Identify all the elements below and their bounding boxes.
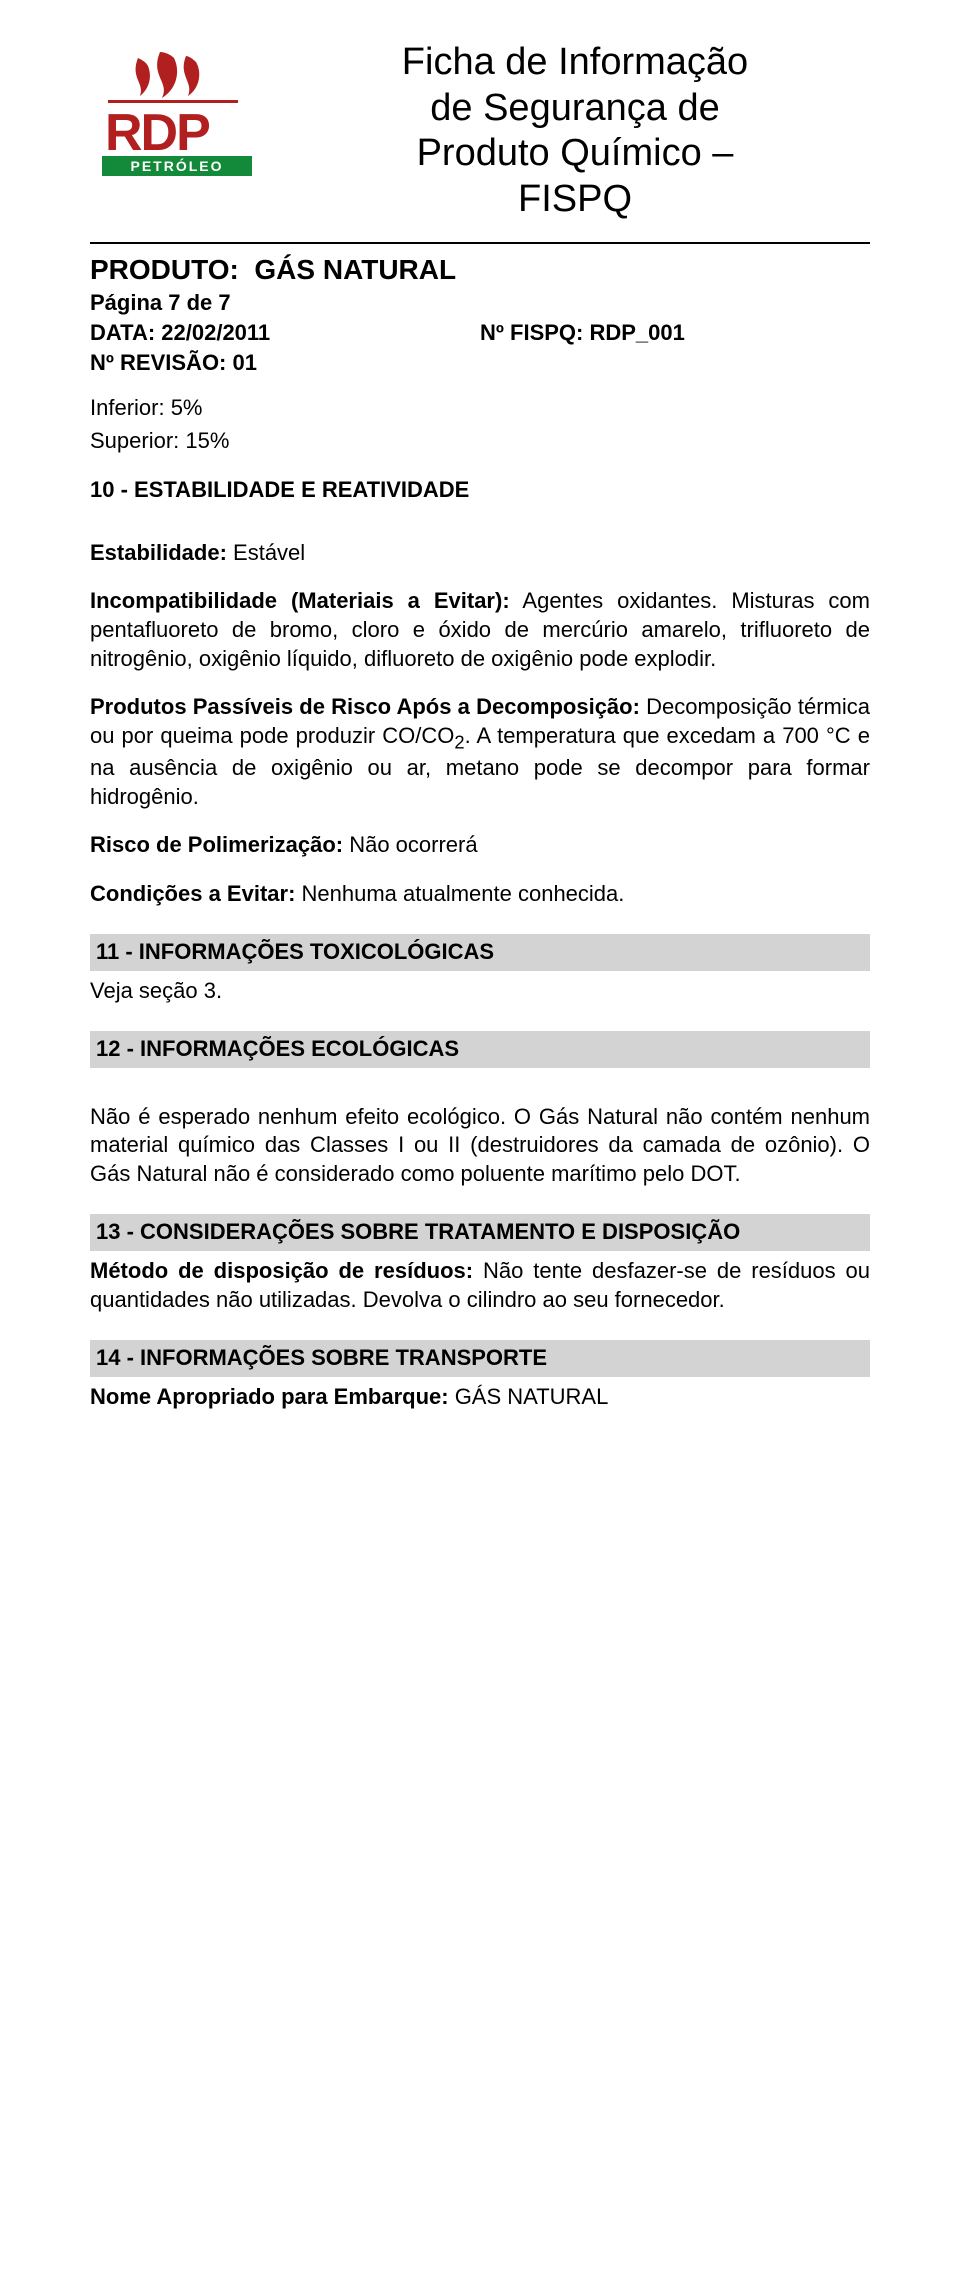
riscopoli-value: Não ocorrerá bbox=[343, 832, 478, 857]
logo-box: RDP PETRÓLEO bbox=[90, 40, 280, 183]
condicoes-para: Condições a Evitar: Nenhuma atualmente c… bbox=[90, 880, 870, 909]
section-13-para: Método de disposição de resíduos: Não te… bbox=[90, 1257, 870, 1314]
riscopoli-para: Risco de Polimerização: Não ocorrerá bbox=[90, 831, 870, 860]
riscopoli-label: Risco de Polimerização: bbox=[90, 832, 343, 857]
incompat-para: Incompatibilidade (Materiais a Evitar): … bbox=[90, 587, 870, 673]
estabilidade-value: Estável bbox=[227, 540, 305, 565]
section-12-band: 12 - INFORMAÇÕES ECOLÓGICAS bbox=[90, 1031, 870, 1068]
fispq-label: Nº FISPQ: RDP_001 bbox=[480, 320, 870, 346]
section-11-body: Veja seção 3. bbox=[90, 977, 870, 1006]
section-14-label: Nome Apropriado para Embarque: bbox=[90, 1384, 449, 1409]
co2-subscript: 2 bbox=[454, 731, 464, 752]
superior-line: Superior: 15% bbox=[90, 427, 870, 456]
incompat-label: Incompatibilidade (Materiais a Evitar): bbox=[90, 588, 510, 613]
section-13-band: 13 - CONSIDERAÇÕES SOBRE TRATAMENTO E DI… bbox=[90, 1214, 870, 1251]
section-12-body: Não é esperado nenhum efeito ecológico. … bbox=[90, 1103, 870, 1189]
estabilidade-para: Estabilidade: Estável bbox=[90, 539, 870, 568]
header-row: RDP PETRÓLEO Ficha de Informação de Segu… bbox=[90, 40, 870, 222]
section-14-band: 14 - INFORMAÇÕES SOBRE TRANSPORTE bbox=[90, 1340, 870, 1377]
section-14-value: GÁS NATURAL bbox=[449, 1384, 609, 1409]
title-line: Produto Químico – bbox=[417, 132, 734, 174]
data-fispq-row: DATA: 22/02/2011 Nº FISPQ: RDP_001 bbox=[90, 320, 870, 346]
section-10-title: 10 - ESTABILIDADE E REATIVIDADE bbox=[90, 476, 870, 505]
prodpass-para: Produtos Passíveis de Risco Após a Decom… bbox=[90, 693, 870, 811]
produto-value: GÁS NATURAL bbox=[254, 254, 456, 285]
document-title: Ficha de Informação de Segurança de Prod… bbox=[280, 40, 870, 222]
produto-line: PRODUTO: GÁS NATURAL bbox=[90, 254, 870, 286]
condicoes-label: Condições a Evitar: bbox=[90, 881, 295, 906]
title-line: Ficha de Informação bbox=[402, 41, 748, 83]
section-14-para: Nome Apropriado para Embarque: GÁS NATUR… bbox=[90, 1383, 870, 1412]
title-line: FISPQ bbox=[518, 178, 632, 220]
rdp-logo-icon: RDP PETRÓLEO bbox=[90, 48, 270, 178]
section-11-band: 11 - INFORMAÇÕES TOXICOLÓGICAS bbox=[90, 934, 870, 971]
produto-label: PRODUTO: bbox=[90, 254, 239, 285]
revisao-line: Nº REVISÃO: 01 bbox=[90, 350, 870, 376]
prodpass-label: Produtos Passíveis de Risco Após a Decom… bbox=[90, 694, 640, 719]
condicoes-value: Nenhuma atualmente conhecida. bbox=[295, 881, 624, 906]
estabilidade-label: Estabilidade: bbox=[90, 540, 227, 565]
title-line: de Segurança de bbox=[430, 87, 719, 129]
svg-text:PETRÓLEO: PETRÓLEO bbox=[130, 157, 223, 174]
document-page: RDP PETRÓLEO Ficha de Informação de Segu… bbox=[0, 0, 960, 1491]
body-content: Inferior: 5% Superior: 15% 10 - ESTABILI… bbox=[90, 394, 870, 1411]
inferior-line: Inferior: 5% bbox=[90, 394, 870, 423]
svg-text:RDP: RDP bbox=[105, 104, 209, 162]
data-label: DATA: 22/02/2011 bbox=[90, 320, 480, 346]
section-13-label: Método de disposição de resíduos: bbox=[90, 1258, 473, 1283]
meta-block: PRODUTO: GÁS NATURAL Página 7 de 7 DATA:… bbox=[90, 242, 870, 376]
pagina-line: Página 7 de 7 bbox=[90, 290, 870, 316]
